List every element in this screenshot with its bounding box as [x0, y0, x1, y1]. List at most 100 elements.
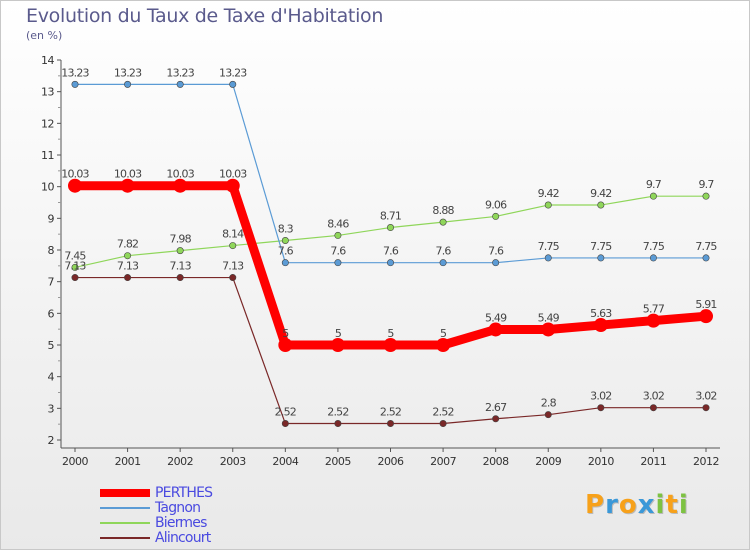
data-label: 7.75: [643, 240, 665, 253]
data-label: 5.91: [695, 298, 716, 311]
x-tick-label: 2011: [640, 455, 666, 468]
data-label: 5.49: [485, 311, 507, 324]
data-point: [649, 404, 657, 412]
data-point: [383, 338, 398, 352]
data-label: 2.52: [275, 406, 296, 419]
data-point: [544, 411, 552, 419]
data-label: 5.63: [590, 307, 612, 320]
data-label: 10.03: [166, 168, 194, 181]
y-tick-label: 3: [48, 402, 55, 415]
data-label: 7.13: [117, 260, 139, 273]
data-label: 10.03: [61, 168, 89, 181]
data-label: 7.75: [695, 240, 717, 253]
data-point: [225, 178, 240, 193]
data-label: 13.23: [61, 66, 89, 79]
data-label: 7.45: [64, 249, 86, 262]
data-point: [386, 259, 394, 267]
data-point: [544, 254, 552, 262]
data-point: [646, 313, 661, 328]
proxiti-logo: Proxiti: [585, 490, 689, 520]
chart-subtitle: (en %): [26, 29, 63, 42]
data-label: 7.82: [117, 238, 138, 251]
x-tick-label: 2002: [167, 455, 193, 468]
y-tick-label: 10: [41, 181, 54, 194]
data-label: 9.06: [485, 198, 507, 211]
legend-label-alincourt: Alincourt: [155, 530, 211, 546]
data-point: [702, 192, 710, 200]
data-point: [176, 80, 184, 88]
logo-letter: P: [585, 490, 606, 520]
data-point: [492, 259, 500, 267]
data-label: 9.42: [538, 187, 559, 200]
data-label: 2.8: [541, 397, 557, 410]
y-tick-label: 2: [48, 434, 55, 447]
data-label: 9.7: [646, 178, 662, 191]
logo-letter: i: [655, 490, 666, 520]
data-label: 9.7: [698, 178, 714, 191]
data-label: 7.6: [278, 245, 294, 258]
legend-label-tagnon: Tagnon: [155, 500, 201, 516]
data-point: [597, 201, 605, 209]
data-point: [386, 420, 394, 428]
data-label: 8.46: [327, 217, 349, 230]
data-label: 5: [335, 327, 342, 340]
data-point: [699, 309, 713, 324]
data-label: 7.13: [222, 260, 244, 273]
logo-letter: x: [637, 490, 656, 520]
data-label: 7.98: [170, 233, 192, 246]
data-point: [229, 80, 237, 88]
data-label: 2.67: [485, 401, 507, 414]
data-point: [593, 318, 608, 333]
data-point: [436, 338, 451, 352]
data-label: 7.6: [488, 245, 504, 258]
data-label: 5.49: [538, 311, 560, 324]
data-point: [334, 259, 342, 267]
x-tick-label: 2001: [115, 455, 141, 468]
x-tick-label: 2008: [483, 455, 509, 468]
data-label: 10.03: [114, 168, 142, 181]
data-point: [124, 274, 132, 282]
y-tick-label: 13: [41, 86, 54, 99]
data-point: [334, 420, 342, 428]
data-point: [488, 322, 503, 337]
legend-label-perthes: PERTHES: [155, 485, 213, 501]
data-point: [229, 274, 237, 282]
x-tick-label: 2004: [272, 455, 298, 468]
data-point: [281, 420, 289, 428]
data-point: [334, 231, 342, 239]
logo-letter: o: [618, 490, 638, 520]
data-point: [386, 224, 394, 232]
legend-swatch-perthes: [100, 489, 150, 497]
x-tick-label: 2010: [588, 455, 614, 468]
data-point: [229, 242, 237, 250]
data-label: 13.23: [219, 66, 247, 79]
data-point: [439, 420, 447, 428]
data-label: 8.14: [222, 228, 244, 241]
chart-title: Evolution du Taux de Taxe d'Habitation: [26, 5, 384, 27]
y-tick-label: 12: [41, 117, 54, 130]
data-point: [71, 274, 79, 282]
data-label: 5.77: [643, 303, 665, 316]
x-tick-label: 2012: [693, 455, 719, 468]
data-point: [124, 80, 132, 88]
data-point: [597, 404, 605, 412]
data-label: 10.03: [219, 168, 247, 181]
data-point: [492, 415, 500, 423]
data-point: [173, 178, 188, 193]
x-tick-label: 2009: [535, 455, 561, 468]
data-label: 2.52: [327, 406, 348, 419]
data-point: [124, 252, 132, 260]
y-tick-label: 8: [48, 244, 55, 257]
data-label: 3.02: [695, 390, 716, 403]
data-label: 13.23: [166, 66, 194, 79]
legend-swatch-biermes: [100, 522, 150, 524]
legend-swatch-tagnon: [100, 507, 150, 509]
data-point: [120, 178, 135, 193]
data-label: 7.13: [170, 260, 192, 273]
data-label: 8.88: [432, 204, 454, 217]
data-label: 2.52: [380, 406, 401, 419]
legend-label-biermes: Biermes: [155, 515, 207, 531]
data-point: [281, 259, 289, 267]
data-point: [281, 237, 289, 245]
